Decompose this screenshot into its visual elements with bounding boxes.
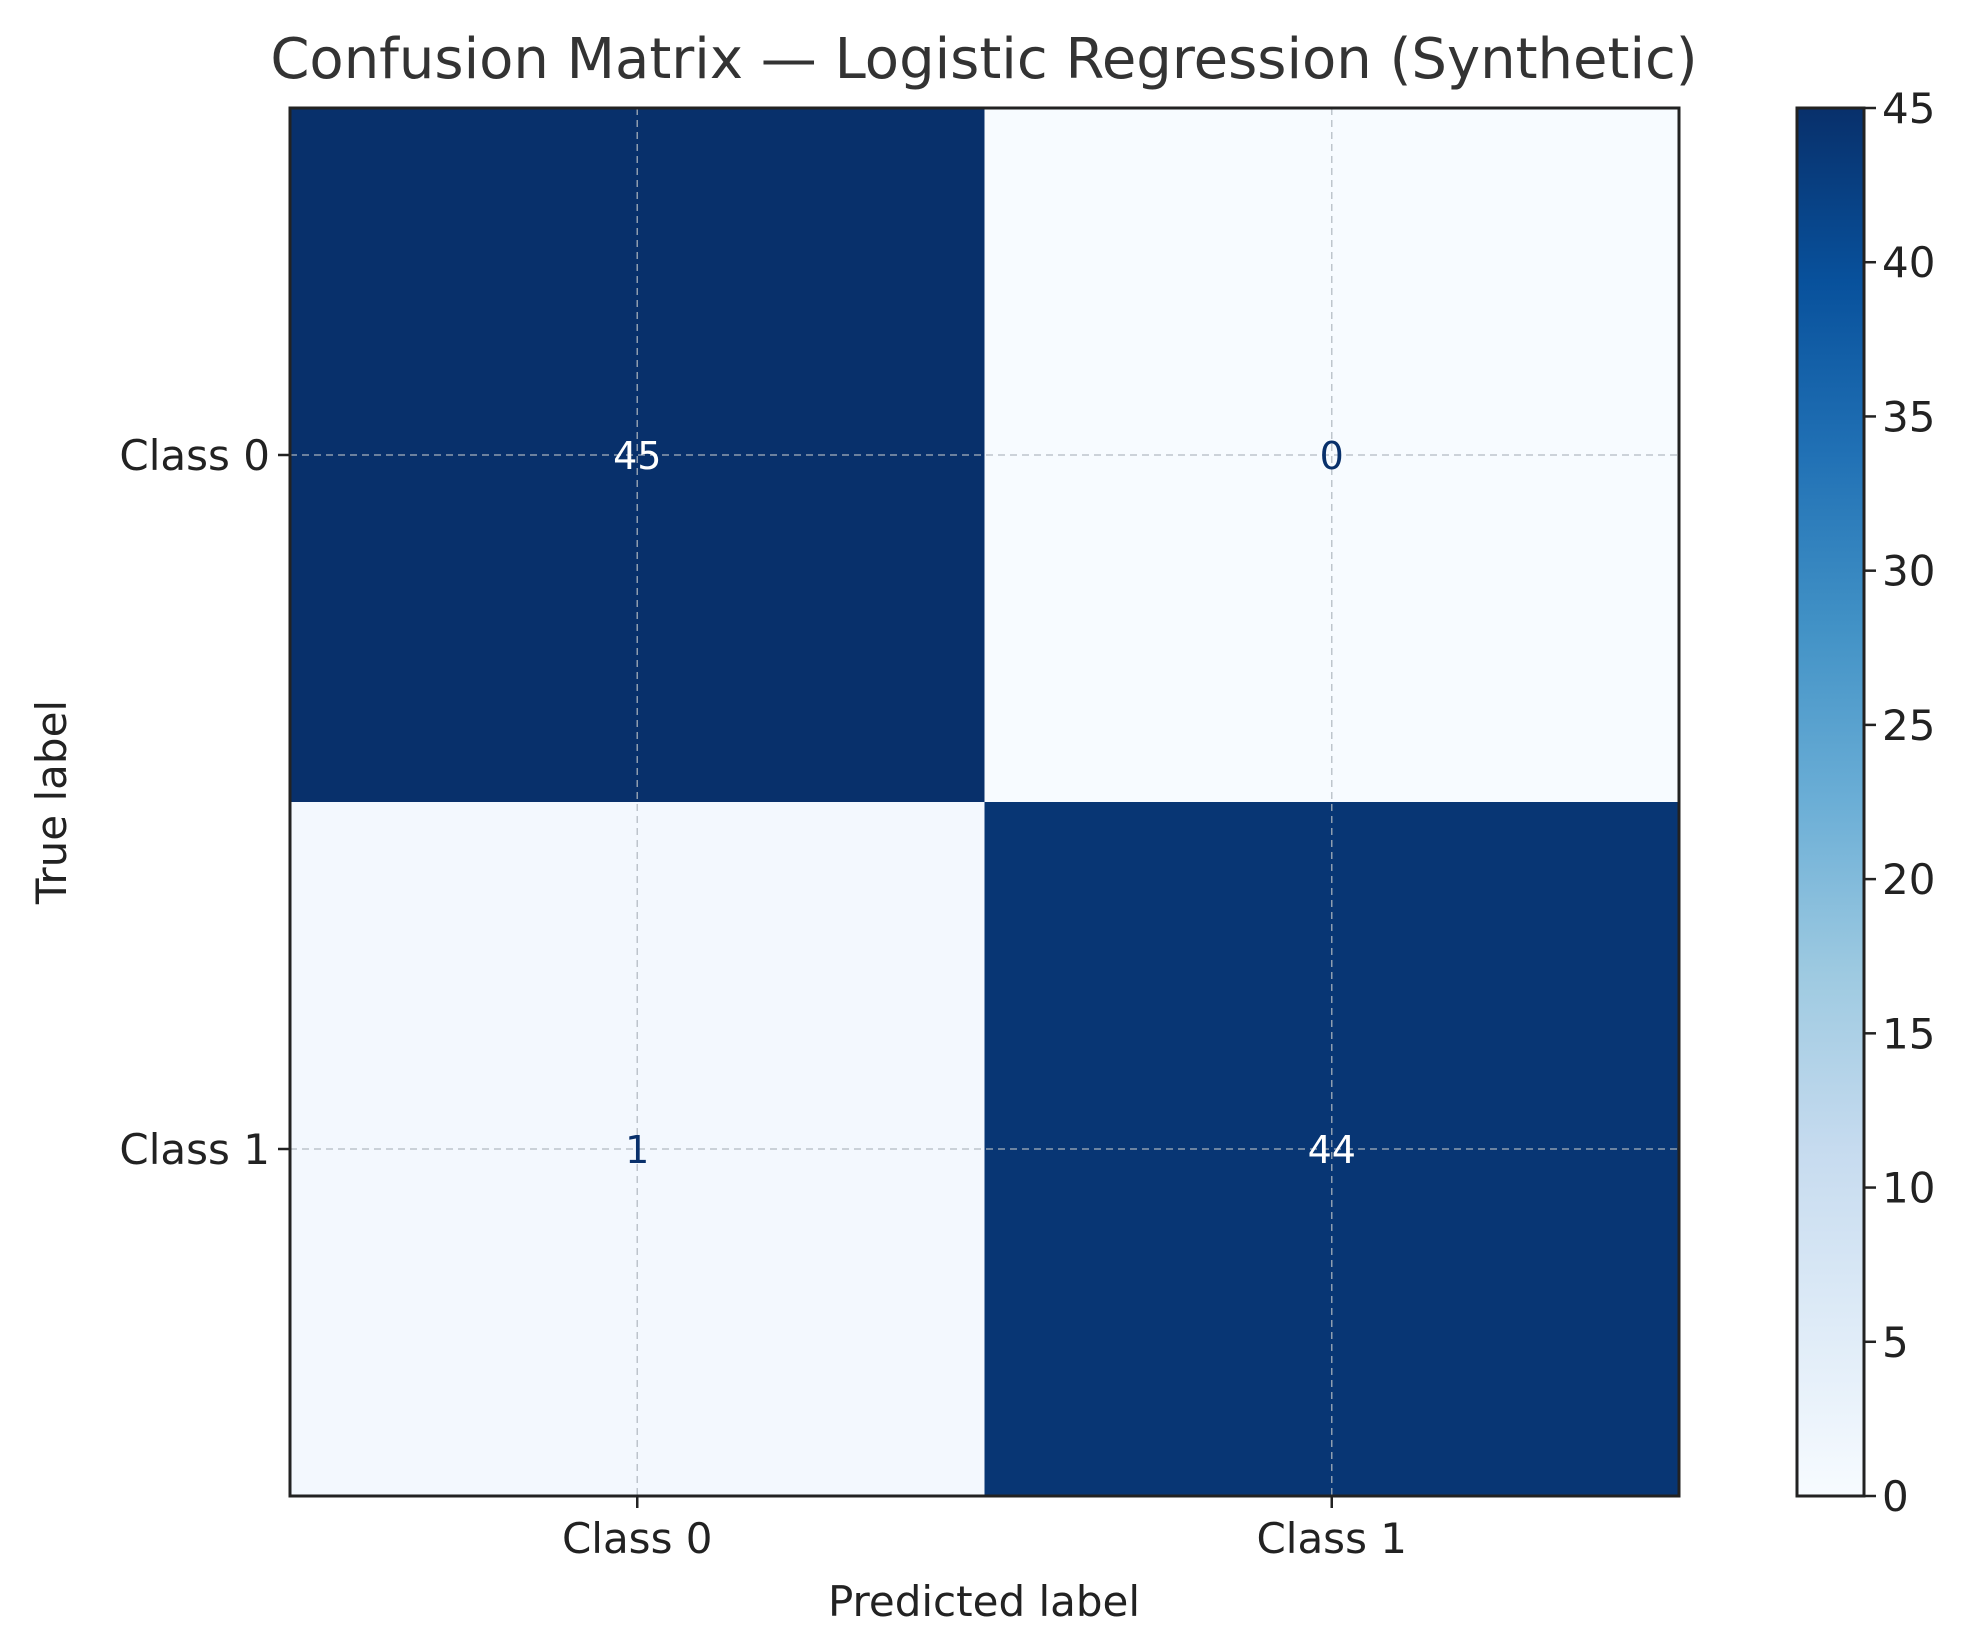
x-tick-label: Class 0 (562, 1514, 713, 1563)
x-tick-label: Class 1 (1256, 1514, 1407, 1563)
colorbar-tick-label: 25 (1882, 701, 1935, 750)
colorbar-tick-label: 30 (1882, 547, 1935, 596)
cell-value-label: 1 (625, 1128, 649, 1172)
colorbar-tick-label: 5 (1882, 1318, 1909, 1367)
colorbar-tick-label: 0 (1882, 1472, 1909, 1521)
colorbar-tick-label: 35 (1882, 392, 1935, 441)
colorbar (1795, 106, 1866, 1498)
heatmap-cells (290, 108, 1680, 1497)
x-axis-ticks: Class 0 Class 1 (562, 1496, 1407, 1563)
gridlines (290, 108, 1679, 1496)
colorbar-tick-label: 10 (1882, 1164, 1935, 1213)
colorbar-tick-label: 40 (1882, 238, 1935, 287)
colorbar-ticks: 0 5 10 15 20 25 30 35 40 45 (1864, 84, 1935, 1521)
colorbar-tick-label: 45 (1882, 84, 1935, 133)
cell-value-label: 0 (1320, 434, 1344, 478)
y-tick-label: Class 0 (119, 431, 270, 480)
cell-value-label: 45 (613, 434, 661, 478)
colorbar-tick-label: 15 (1882, 1009, 1935, 1058)
cell-value-label: 44 (1308, 1128, 1356, 1172)
plot-frame (288, 106, 1681, 1498)
y-tick-label: Class 1 (119, 1125, 270, 1174)
colorbar-tick-label: 20 (1882, 855, 1935, 904)
y-axis-label: True label (27, 700, 76, 905)
chart-title: Confusion Matrix — Logistic Regression (… (270, 27, 1697, 92)
x-axis-label: Predicted label (828, 1577, 1140, 1626)
y-axis-ticks: Class 0 Class 1 (119, 431, 290, 1174)
cell-value-labels: 45 0 1 44 (613, 434, 1356, 1172)
